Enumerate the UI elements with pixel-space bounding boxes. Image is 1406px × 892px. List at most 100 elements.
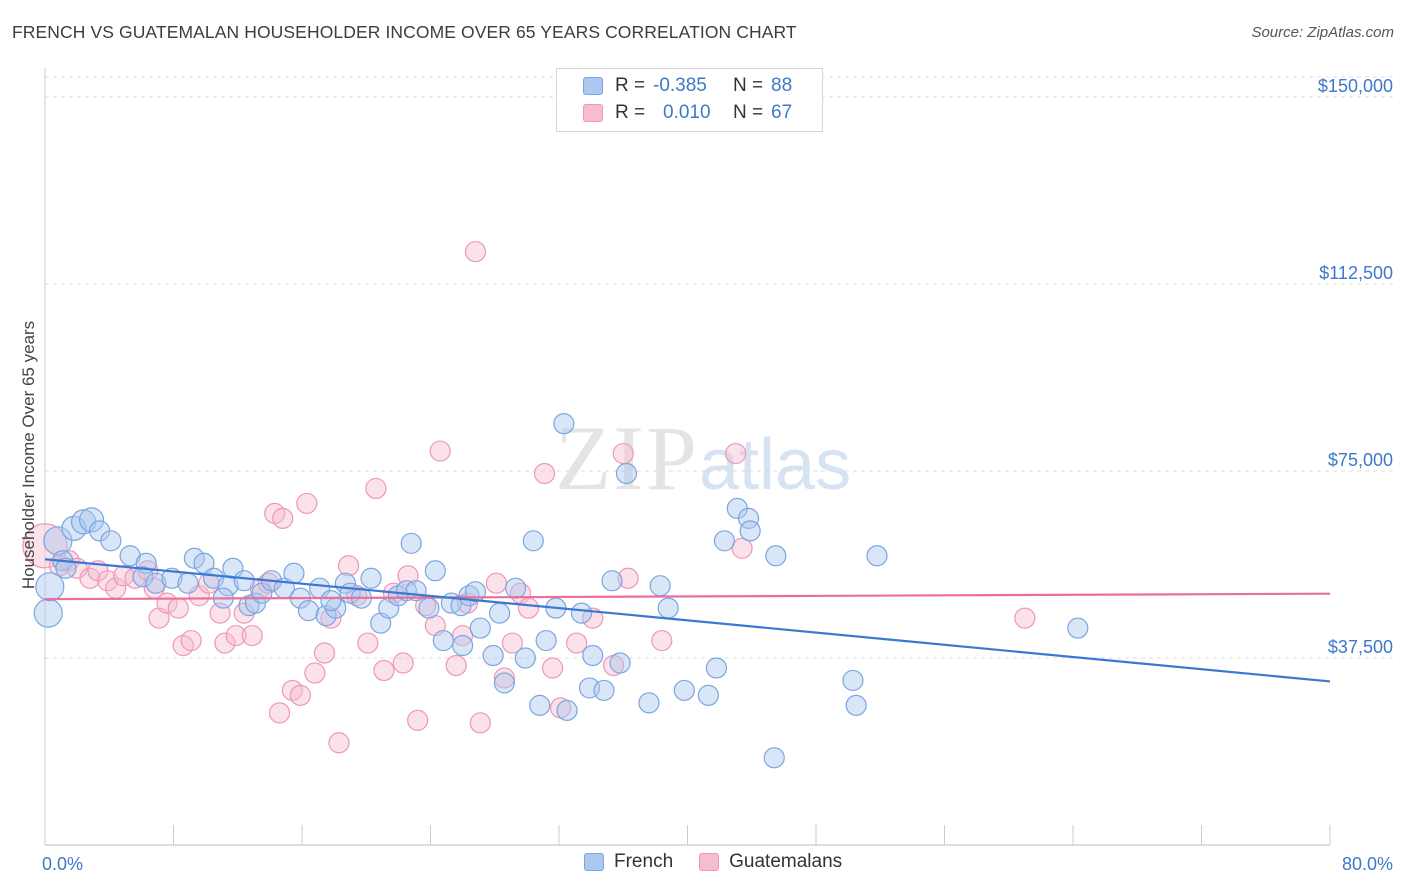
french-point — [78, 507, 105, 533]
watermark-atlas: atlas — [699, 425, 852, 505]
guatemalan-point — [79, 567, 101, 589]
axes — [44, 68, 1331, 846]
y-axis-label: Householder Income Over 65 years — [19, 321, 38, 589]
guatemalan-r-label: R = — [615, 102, 646, 123]
guatemalan-trend-line — [44, 592, 1331, 601]
y-tick-label-0: $37,500 — [1328, 637, 1393, 657]
french-point — [161, 567, 183, 589]
french-point — [55, 557, 77, 579]
guatemalan-point — [651, 629, 673, 652]
guatemalan-r-value: 0.010 — [663, 102, 711, 123]
french-point — [132, 566, 154, 588]
guatemalan-point — [289, 684, 311, 707]
guatemalan-point — [469, 712, 491, 734]
french-point — [283, 562, 305, 584]
x-tick-label-0: 0.0% — [42, 854, 83, 874]
french-point — [432, 629, 454, 652]
guatemalan-point — [566, 632, 588, 654]
french-point — [233, 570, 255, 592]
french-point — [842, 669, 864, 692]
guatemalan-legend-label: Guatemalans — [729, 851, 843, 872]
legend-row-french: R = -0.385 N = 88 — [583, 73, 792, 99]
guatemalan-point — [493, 667, 515, 689]
french-point — [33, 598, 63, 628]
french-point — [145, 572, 167, 594]
french-point — [765, 545, 787, 567]
french-point — [100, 530, 122, 552]
guatemalan-point — [304, 662, 326, 684]
french-points — [33, 413, 1089, 769]
french-point — [482, 644, 504, 667]
french-point — [582, 644, 604, 667]
french-point — [469, 617, 491, 639]
french-legend-label: French — [614, 851, 674, 872]
guatemalan-point — [407, 709, 429, 731]
guatemalan-point — [97, 570, 119, 592]
french-trend-line — [44, 558, 1331, 683]
french-point — [360, 567, 382, 589]
guatemalan-point — [225, 624, 247, 647]
french-point — [424, 560, 446, 582]
legend-row-guatemalan: R = 0.010 N = 67 — [583, 100, 792, 126]
guatemalan-points — [22, 240, 1036, 754]
guatemalan-point — [429, 440, 451, 462]
guatemalan-point — [1014, 607, 1036, 629]
french-point — [529, 694, 551, 716]
french-point — [570, 602, 593, 624]
guatemalan-point — [617, 567, 639, 589]
guatemalan-point — [357, 632, 379, 654]
guatemalan-point — [533, 462, 556, 485]
french-point — [297, 600, 320, 622]
guatemalan-point — [272, 507, 294, 529]
guatemalan-point — [582, 607, 604, 629]
legend-item-french[interactable]: French — [584, 851, 673, 873]
french-point — [320, 590, 342, 612]
french-r-value: -0.385 — [653, 75, 707, 96]
french-point — [43, 526, 73, 556]
french-n-label: N = — [733, 75, 764, 96]
french-point — [638, 692, 660, 714]
french-point — [400, 532, 422, 554]
y-tick-label-2: $112,500 — [1319, 263, 1393, 283]
french-point — [553, 413, 575, 435]
french-point — [697, 684, 719, 707]
french-point — [609, 652, 631, 674]
guatemalan-point — [392, 652, 414, 674]
french-point — [1067, 617, 1089, 639]
chart-title: FRENCH VS GUATEMALAN HOUSEHOLDER INCOME … — [12, 22, 797, 42]
french-swatch — [583, 77, 603, 95]
watermark: ZIPatlas — [555, 405, 851, 511]
french-point — [535, 629, 557, 652]
french-point — [177, 572, 199, 594]
french-point — [183, 547, 205, 569]
french-point — [493, 672, 515, 694]
legend-item-guatemalan[interactable]: Guatemalans — [699, 851, 842, 873]
french-point — [556, 699, 578, 721]
guatemalan-point — [365, 477, 387, 500]
french-n-value: 88 — [771, 75, 793, 96]
guatemalan-point — [541, 657, 564, 679]
guatemalan-point — [501, 632, 524, 654]
french-point — [488, 602, 511, 624]
french-point — [418, 597, 440, 619]
x-tick-label-1: 80.0% — [1342, 854, 1393, 874]
correlation-legend: R = -0.385 N = 88 R = 0.010 N = 67 — [556, 68, 823, 132]
y-tick-label-3: $150,000 — [1318, 76, 1393, 96]
guatemalan-point — [337, 555, 360, 577]
french-r-label: R = — [615, 75, 646, 96]
guatemalan-point — [268, 702, 291, 724]
watermark-zip: ZIP — [555, 407, 699, 509]
guatemalan-point — [313, 642, 336, 664]
french-point — [522, 530, 544, 552]
guatemalan-point — [517, 597, 540, 619]
guatemalan-n-label: N = — [733, 102, 764, 123]
guatemalan-point — [241, 624, 263, 647]
guatemalan-point — [445, 654, 467, 677]
french-point — [452, 634, 474, 657]
french-point — [649, 575, 671, 597]
guatemalan-point — [373, 659, 395, 682]
french-point — [615, 462, 638, 485]
y-tick-label-1: $75,000 — [1328, 450, 1393, 470]
source-label: Source: ZipAtlas.com — [1251, 24, 1394, 41]
